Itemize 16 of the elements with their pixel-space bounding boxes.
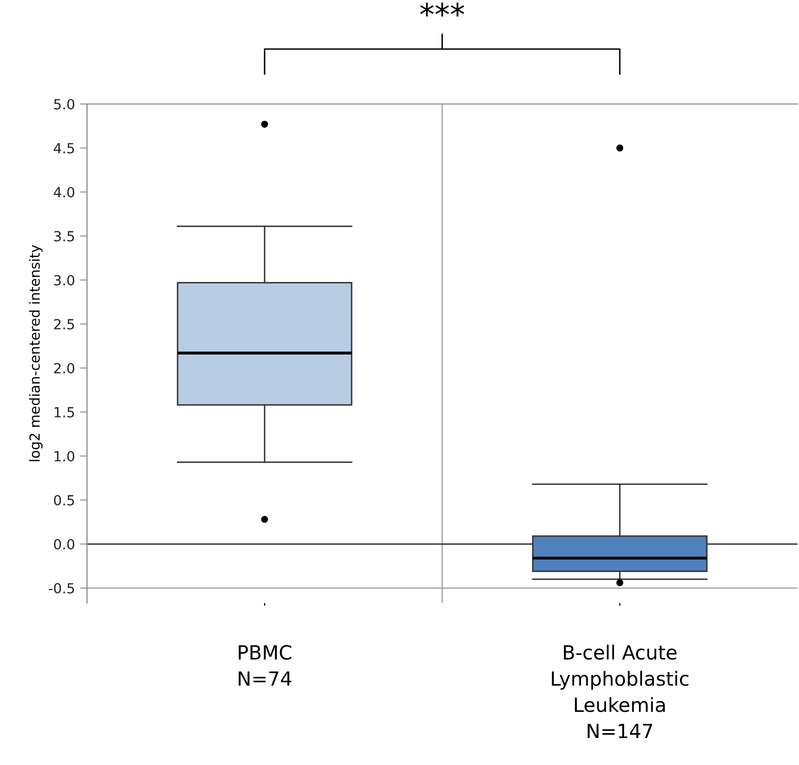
x-tick-label: B-cell Acute Lymphoblastic Leukemia N=147	[552, 644, 688, 738]
y-tick-label: 4.5	[54, 143, 74, 154]
y-tick-label: 2.5	[54, 318, 74, 330]
y-tick-label: 5.0	[54, 98, 74, 110]
y-tick-label: 1.0	[54, 450, 74, 462]
y-tick-label: 3.5	[54, 230, 74, 242]
x-tick-label: PBMC N=74	[238, 645, 292, 686]
y-tick-label: 1.5	[54, 407, 74, 418]
text: ***	[420, 2, 464, 17]
y-tick-label: -0.5	[48, 583, 74, 594]
y-tick-label: 0.0	[54, 539, 74, 550]
y-axis-title: log2 median-centered intensity	[29, 244, 43, 462]
y-tick-label: 3.0	[54, 274, 74, 286]
y-tick-label: 2.0	[54, 362, 74, 374]
y-tick-label: 0.5	[54, 495, 74, 506]
y-tick-label: 4.0	[54, 186, 74, 198]
